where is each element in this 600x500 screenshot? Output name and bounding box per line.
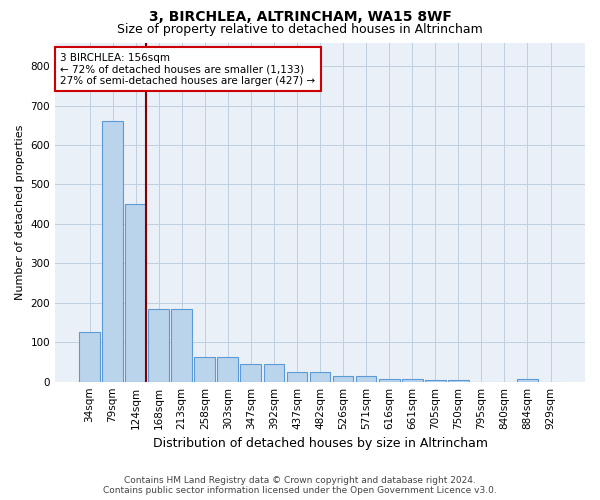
Text: 3, BIRCHLEA, ALTRINCHAM, WA15 8WF: 3, BIRCHLEA, ALTRINCHAM, WA15 8WF bbox=[149, 10, 451, 24]
Bar bbox=[332, 376, 353, 382]
Y-axis label: Number of detached properties: Number of detached properties bbox=[15, 124, 25, 300]
Bar bbox=[425, 380, 446, 382]
Text: 3 BIRCHLEA: 156sqm
← 72% of detached houses are smaller (1,133)
27% of semi-deta: 3 BIRCHLEA: 156sqm ← 72% of detached hou… bbox=[61, 52, 316, 86]
Bar bbox=[79, 332, 100, 382]
Bar bbox=[194, 357, 215, 382]
Bar bbox=[217, 357, 238, 382]
Bar bbox=[172, 308, 192, 382]
Text: Contains HM Land Registry data © Crown copyright and database right 2024.
Contai: Contains HM Land Registry data © Crown c… bbox=[103, 476, 497, 495]
Bar bbox=[102, 122, 123, 382]
Bar bbox=[125, 204, 146, 382]
Bar bbox=[402, 379, 422, 382]
Bar bbox=[287, 372, 307, 382]
Bar bbox=[517, 378, 538, 382]
Bar bbox=[379, 379, 400, 382]
Text: Size of property relative to detached houses in Altrincham: Size of property relative to detached ho… bbox=[117, 22, 483, 36]
Bar bbox=[448, 380, 469, 382]
Bar bbox=[310, 372, 331, 382]
X-axis label: Distribution of detached houses by size in Altrincham: Distribution of detached houses by size … bbox=[152, 437, 488, 450]
Bar bbox=[356, 376, 376, 382]
Bar bbox=[148, 308, 169, 382]
Bar bbox=[241, 364, 261, 382]
Bar bbox=[263, 364, 284, 382]
